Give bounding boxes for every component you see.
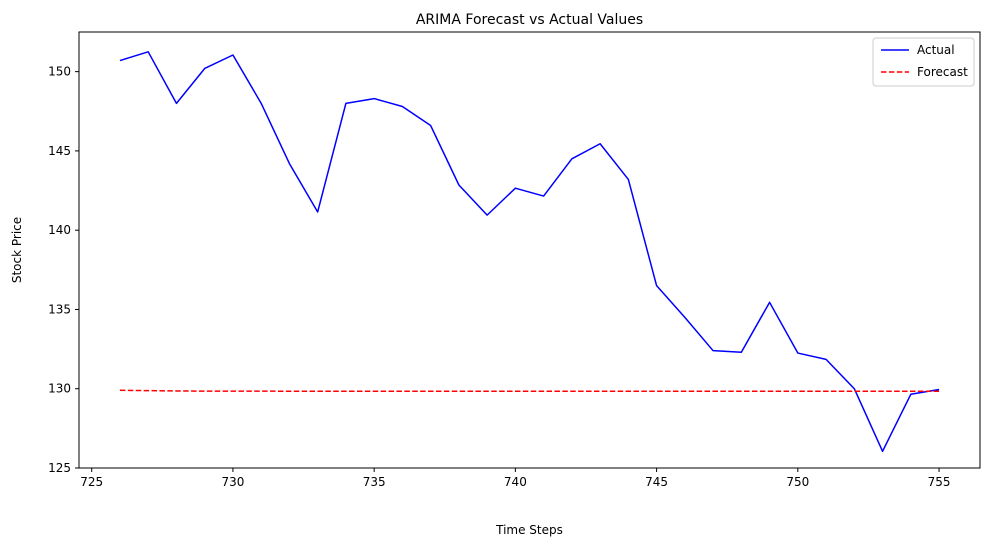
x-tick-label: 725 <box>80 475 103 489</box>
x-tick-label: 755 <box>928 475 951 489</box>
x-tick-label: 740 <box>504 475 527 489</box>
legend-label-actual: Actual <box>917 43 955 57</box>
y-axis-label: Stock Price <box>10 217 24 283</box>
x-tick-label: 730 <box>221 475 244 489</box>
x-axis: 725 730 735 740 745 750 755 <box>80 468 950 489</box>
y-tick-label: 150 <box>48 65 71 79</box>
chart-title: ARIMA Forecast vs Actual Values <box>416 12 643 28</box>
x-axis-label: Time Steps <box>495 523 563 537</box>
series-line-actual <box>119 51 940 453</box>
x-tick-label: 750 <box>786 475 809 489</box>
plot-frame <box>78 31 981 469</box>
plot-area: 725 730 735 740 745 750 755 125 130 135 140 145 150 <box>48 31 981 489</box>
legend-label-forecast: Forecast <box>917 65 968 79</box>
x-tick-label: 745 <box>645 475 668 489</box>
legend: Actual Forecast <box>872 37 975 87</box>
x-tick-label: 735 <box>363 475 386 489</box>
y-tick-label: 135 <box>48 302 71 316</box>
y-tick-label: 145 <box>48 144 71 158</box>
y-tick-label: 140 <box>48 223 71 237</box>
y-tick-label: 130 <box>48 382 71 396</box>
y-tick-label: 125 <box>48 461 71 475</box>
y-axis: 125 130 135 140 145 150 <box>48 65 79 475</box>
series-layer <box>119 51 940 453</box>
series-line-forecast <box>119 389 940 393</box>
